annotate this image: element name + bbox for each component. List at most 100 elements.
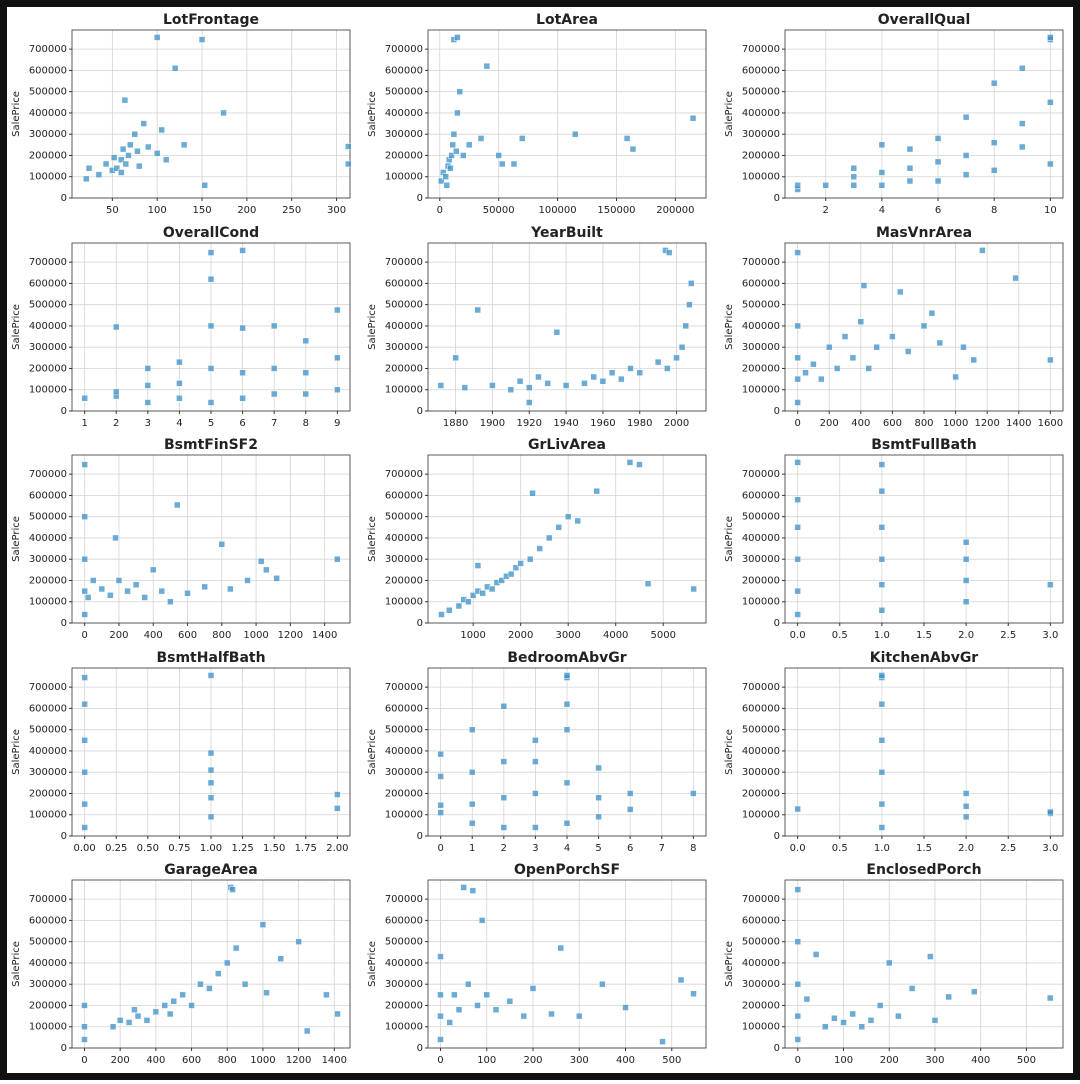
x-tick-label: 0.25 <box>105 843 127 854</box>
point <box>563 779 571 787</box>
point <box>492 1006 500 1013</box>
point <box>176 358 183 366</box>
x-tick-label: 250 <box>282 205 301 216</box>
point <box>188 1002 195 1009</box>
x-tick-label: 1 <box>469 843 475 854</box>
point <box>931 1017 939 1024</box>
point <box>518 135 526 142</box>
point <box>878 524 886 531</box>
point <box>81 800 88 808</box>
y-tick-label: 200000 <box>385 150 423 161</box>
point <box>564 513 572 520</box>
point <box>447 164 454 172</box>
y-tick-label: 700000 <box>742 469 780 480</box>
point <box>821 1023 829 1030</box>
point <box>686 301 693 308</box>
point <box>468 726 476 733</box>
plot-frame <box>427 29 707 199</box>
point <box>113 164 121 172</box>
point <box>825 343 833 351</box>
y-axis-label: SalePrice <box>367 941 378 987</box>
point <box>303 1027 311 1035</box>
point <box>822 181 829 189</box>
y-axis-label: SalePrice <box>724 304 735 350</box>
subplot: OverallQual SalePrice 0 100000 200000 300000 4… <box>724 12 1064 216</box>
y-tick-label: 0 <box>774 193 780 204</box>
x-tick-label: 2 <box>823 205 829 216</box>
point <box>334 791 341 798</box>
point <box>495 152 502 159</box>
point <box>690 585 697 593</box>
y-tick-label: 700000 <box>742 257 780 268</box>
point <box>167 598 174 605</box>
y-tick-label: 400000 <box>385 533 423 544</box>
point <box>118 169 125 176</box>
y-tick-label: 300000 <box>385 129 423 140</box>
y-tick-label: 400000 <box>742 958 780 969</box>
x-tick-label: 4 <box>879 205 885 216</box>
point <box>548 1010 555 1018</box>
point <box>220 109 227 117</box>
point <box>454 109 461 117</box>
point <box>229 886 236 893</box>
y-tick-label: 0 <box>61 193 67 204</box>
x-tick-label: 2000 <box>664 418 689 429</box>
y-axis-label: SalePrice <box>724 91 735 137</box>
point <box>140 120 147 127</box>
point <box>144 143 152 151</box>
point <box>629 145 637 153</box>
point <box>112 534 119 542</box>
x-tick-label: 400 <box>971 1055 990 1066</box>
x-tick-label: 800 <box>212 630 231 641</box>
x-tick-label: 200 <box>237 205 256 216</box>
point <box>526 399 533 406</box>
x-tick-label: 1960 <box>590 418 615 429</box>
point <box>173 501 181 509</box>
point <box>302 337 310 345</box>
y-tick-label: 400000 <box>742 321 780 332</box>
point <box>479 589 486 597</box>
y-tick-label: 500000 <box>385 725 423 736</box>
y-tick-label: 400000 <box>385 108 423 119</box>
y-tick-label: 700000 <box>29 44 67 55</box>
point <box>906 164 914 172</box>
y-axis-label: SalePrice <box>11 304 22 350</box>
point <box>934 177 942 185</box>
point <box>802 369 809 376</box>
point <box>850 164 858 172</box>
x-tick-label: 7 <box>271 418 277 429</box>
point <box>510 160 518 168</box>
point <box>545 534 553 542</box>
y-tick-label: 200000 <box>29 150 67 161</box>
x-tick-label: 1940 <box>553 418 578 429</box>
x-tick-label: 200 <box>820 418 839 429</box>
x-tick-label: 1600 <box>1038 418 1063 429</box>
y-tick-label: 500000 <box>742 725 780 736</box>
y-tick-label: 300000 <box>385 979 423 990</box>
point <box>878 800 886 808</box>
point <box>794 459 801 466</box>
y-tick-label: 600000 <box>29 703 67 714</box>
subplot: BsmtFullBath SalePrice 0 100000 200000 300000… <box>724 437 1064 641</box>
x-tick-label: 2.5 <box>1000 630 1016 641</box>
point <box>794 587 801 595</box>
y-tick-label: 500000 <box>742 512 780 523</box>
subplot: YearBuilt SalePrice 0 100000 200000 300000 400… <box>367 225 707 429</box>
x-tick-label: 0.00 <box>74 843 96 854</box>
point <box>555 524 562 531</box>
x-tick-label: 1000 <box>460 630 485 641</box>
point <box>1046 994 1054 1002</box>
point <box>934 158 942 166</box>
y-tick-label: 400000 <box>29 958 67 969</box>
point <box>535 373 542 381</box>
point <box>962 813 970 821</box>
point <box>456 88 464 95</box>
point <box>794 805 801 813</box>
x-tick-label: 100000 <box>538 205 576 216</box>
y-tick-label: 100000 <box>29 1022 67 1033</box>
plot-frame <box>71 242 351 412</box>
point <box>81 513 88 520</box>
x-tick-label: 100 <box>477 1055 496 1066</box>
point <box>98 585 106 593</box>
point <box>886 959 893 967</box>
